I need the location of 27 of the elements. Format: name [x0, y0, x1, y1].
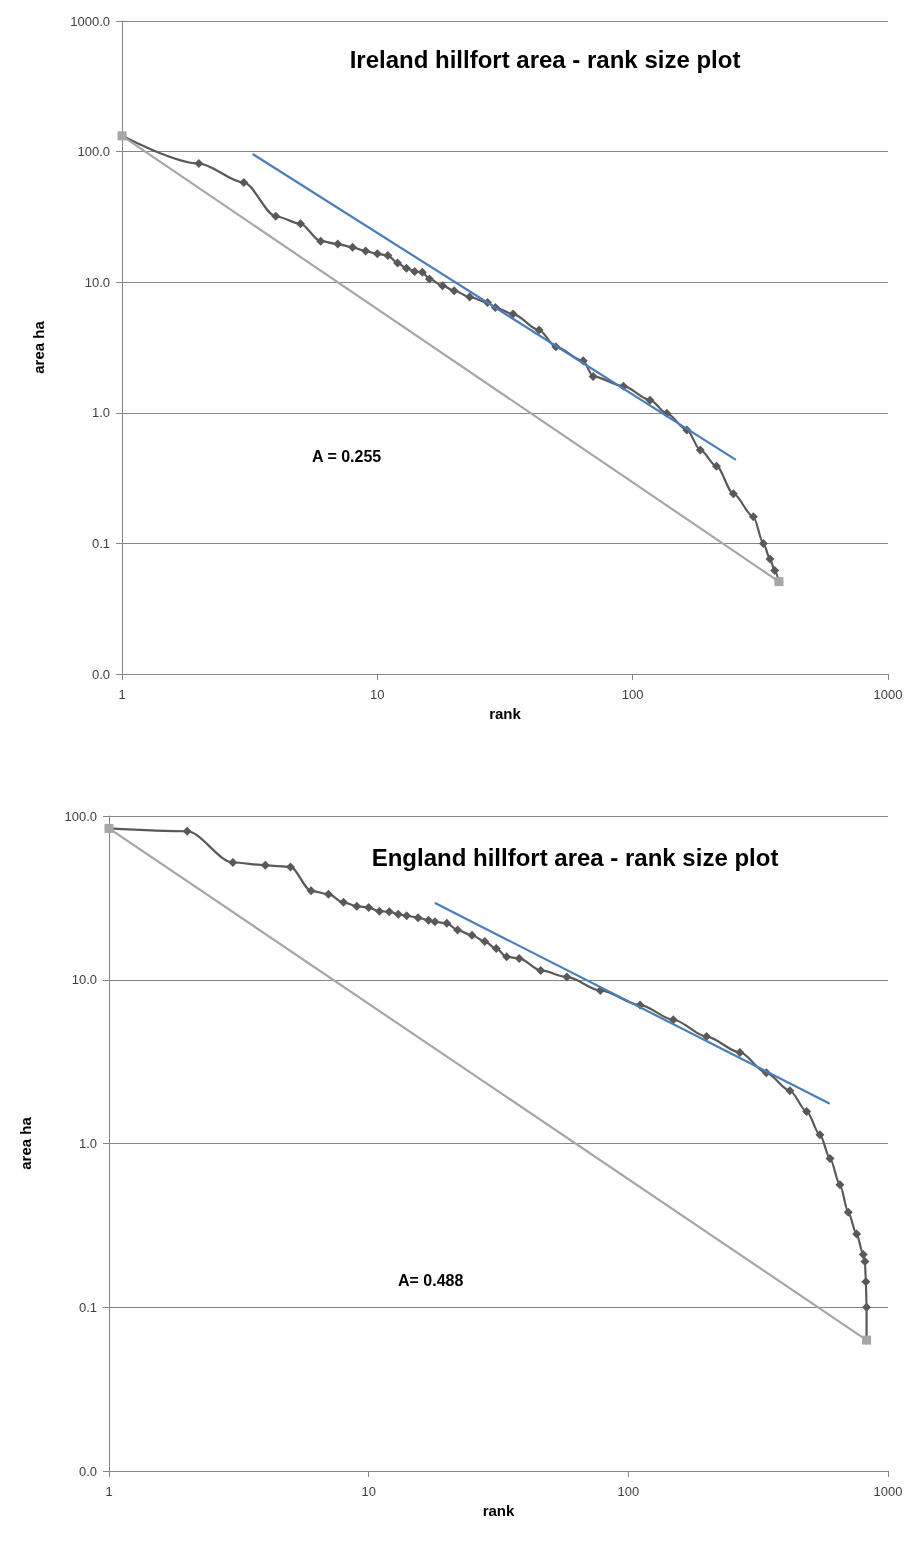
y-tick-label: 100.0 [77, 144, 110, 160]
y-tick-label: 1.0 [78, 1136, 97, 1151]
x-tick-label: 10 [361, 1484, 376, 1499]
x-tick-label: 10 [370, 687, 385, 702]
y-tick-label: 1000.0 [70, 13, 110, 29]
annotation: A= 0.488 [398, 1271, 464, 1289]
y-tick-label: 0.0 [78, 1463, 97, 1479]
y-tick-label: 0.1 [91, 535, 110, 551]
x-tick-label: 1 [105, 1484, 113, 1499]
y-tick-label: 0.0 [91, 666, 110, 682]
y-tick-label: 1.0 [91, 405, 110, 421]
y-axis-title: area ha [30, 320, 47, 374]
annotation: A = 0.255 [312, 447, 382, 465]
x-tick-label: 1 [118, 687, 126, 702]
text: Ireland hillfort area - rank size plot [349, 45, 741, 73]
x-tick-label: 100 [621, 687, 644, 702]
x-tick-label: 100 [617, 1484, 640, 1499]
y-axis-title: area ha [17, 1116, 34, 1170]
y-tick-label: 10.0 [71, 972, 97, 988]
x-axis-title: rank [489, 704, 522, 722]
y-tick-label: 100.0 [64, 808, 97, 824]
x-axis-title: rank [482, 1501, 515, 1519]
y-tick-label: 0.1 [78, 1299, 97, 1315]
y-tick-label: 10.0 [84, 274, 110, 290]
x-tick-label: 1000 [873, 687, 903, 702]
text: England hillfort area - rank size plot [371, 843, 779, 871]
x-tick-label: 1000 [873, 1484, 903, 1499]
